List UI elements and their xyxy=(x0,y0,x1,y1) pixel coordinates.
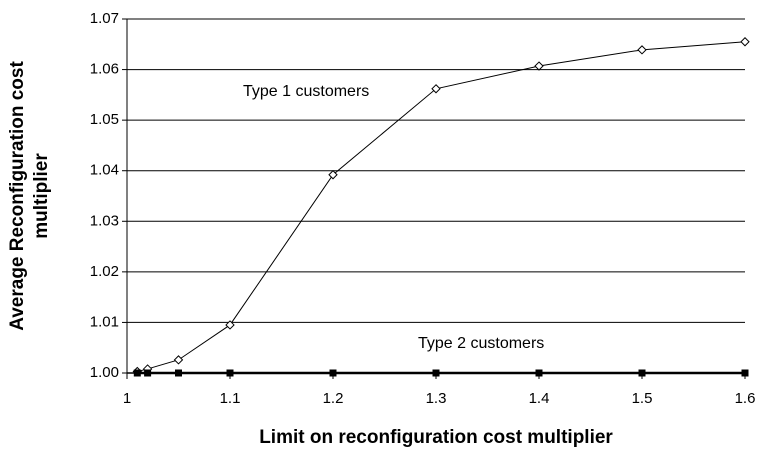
marker xyxy=(432,369,440,377)
marker xyxy=(133,369,141,377)
marker xyxy=(638,369,646,377)
series-label: Type 2 customers xyxy=(418,335,544,352)
marker xyxy=(637,45,647,55)
y-tick-label: 1.01 xyxy=(90,313,119,330)
marker xyxy=(175,369,182,377)
marker xyxy=(328,170,338,180)
series-label: Type 1 customers xyxy=(243,83,369,100)
x-tick-label: 1 xyxy=(123,390,131,407)
x-tick-label: 1.5 xyxy=(632,390,653,407)
y-tick-label: 1.02 xyxy=(90,263,119,280)
marker xyxy=(535,369,543,377)
marker xyxy=(329,369,337,377)
marker xyxy=(534,61,544,71)
y-axis-label-line: multiplier xyxy=(31,153,52,239)
marker xyxy=(431,84,441,94)
y-axis-label: Average Reconfiguration cost multiplier xyxy=(7,61,52,331)
marker xyxy=(226,369,234,377)
x-tick-label: 1.6 xyxy=(735,390,756,407)
x-tick-label: 1.1 xyxy=(220,390,241,407)
y-tick-label: 1.05 xyxy=(90,111,119,128)
marker xyxy=(173,355,184,365)
marker xyxy=(144,369,152,377)
y-tick-label: 1.06 xyxy=(90,61,119,78)
marker xyxy=(740,37,750,47)
x-tick-label: 1.3 xyxy=(426,390,447,407)
x-tick-label: 1.4 xyxy=(529,390,550,407)
y-tick-label: 1.00 xyxy=(90,364,119,381)
y-tick-label: 1.07 xyxy=(90,10,119,27)
y-tick-label: 1.04 xyxy=(90,162,119,179)
marker xyxy=(225,320,235,330)
x-axis-label: Limit on reconfiguration cost multiplier xyxy=(259,427,613,448)
y-axis-label-line: Average Reconfiguration cost xyxy=(7,61,28,331)
x-tick-label: 1.2 xyxy=(323,390,344,407)
marker xyxy=(741,369,749,377)
y-tick-label: 1.03 xyxy=(90,212,119,229)
